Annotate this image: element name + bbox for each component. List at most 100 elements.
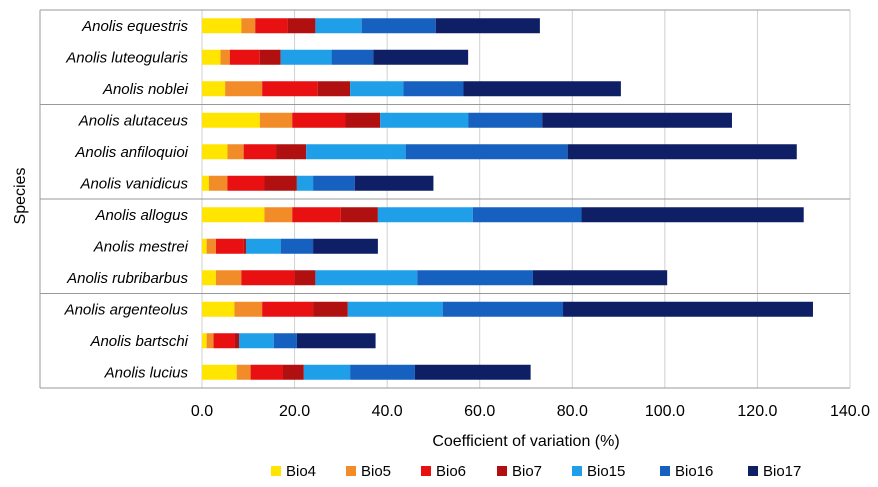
bar-segment-bio7 bbox=[317, 81, 351, 97]
bar-segment-bio5 bbox=[227, 144, 244, 160]
bar-segment-bio5 bbox=[225, 81, 263, 97]
legend-label-bio5: Bio5 bbox=[361, 463, 391, 480]
bar-segment-bio15 bbox=[380, 112, 469, 128]
bar-segment-bio17 bbox=[532, 270, 668, 286]
bar-segment-bio16 bbox=[280, 238, 314, 254]
species-label: Anolis noblei bbox=[102, 81, 189, 98]
bar-segment-bio7 bbox=[283, 364, 304, 380]
legend-swatch-bio7 bbox=[497, 466, 507, 476]
bar-segment-bio17 bbox=[567, 144, 797, 160]
y-axis-title: Species bbox=[12, 168, 29, 225]
bar-segment-bio16 bbox=[273, 333, 297, 349]
bar-segment-bio15 bbox=[306, 144, 406, 160]
species-label: Anolis alutaceus bbox=[78, 112, 189, 129]
bar-segment-bio4 bbox=[202, 144, 228, 160]
bar-segment-bio17 bbox=[435, 18, 540, 34]
bar-segment-bio5 bbox=[234, 301, 263, 317]
bar-segment-bio15 bbox=[377, 207, 473, 223]
bar-segment-bio15 bbox=[315, 18, 362, 34]
bar-segment-bio7 bbox=[234, 333, 240, 349]
x-tick-label: 140.0 bbox=[830, 403, 870, 420]
legend-label-bio15: Bio15 bbox=[587, 463, 625, 480]
species-label: Anolis argenteolus bbox=[64, 301, 189, 318]
bar-segment-bio17 bbox=[373, 49, 469, 65]
bar-segment-bio6 bbox=[292, 112, 346, 128]
legend-swatch-bio4 bbox=[271, 466, 281, 476]
bar-segment-bio15 bbox=[239, 333, 274, 349]
bar-segment-bio4 bbox=[202, 81, 226, 97]
bar-segment-bio6 bbox=[227, 175, 265, 191]
bar-segment-bio16 bbox=[350, 364, 415, 380]
bar-segment-bio4 bbox=[202, 207, 265, 223]
bar-segment-bio6 bbox=[241, 270, 295, 286]
bar-segment-bio4 bbox=[202, 270, 216, 286]
legend-swatch-bio6 bbox=[421, 466, 431, 476]
species-label: Anolis allogus bbox=[94, 207, 188, 224]
bar-segment-bio5 bbox=[220, 49, 230, 65]
bar-segment-bio17 bbox=[581, 207, 804, 223]
bar-segment-bio16 bbox=[331, 49, 374, 65]
bar-segment-bio6 bbox=[255, 18, 288, 34]
legend-swatch-bio16 bbox=[660, 466, 670, 476]
bar-segment-bio6 bbox=[213, 333, 235, 349]
bar-segment-bio15 bbox=[303, 364, 351, 380]
species-label: Anolis rubribarbus bbox=[66, 270, 188, 287]
bar-segment-bio17 bbox=[542, 112, 732, 128]
bar-segment-bio7 bbox=[259, 49, 281, 65]
legend-label-bio7: Bio7 bbox=[512, 463, 542, 480]
bar-segment-bio15 bbox=[347, 301, 443, 317]
species-labels: Anolis equestris Anolis luteogularis Anoli… bbox=[64, 18, 189, 382]
bar-segment-bio15 bbox=[280, 49, 332, 65]
species-label: Anolis mestrei bbox=[93, 238, 189, 255]
bar-segment-bio4 bbox=[202, 301, 235, 317]
x-tick-label: 120.0 bbox=[737, 403, 777, 420]
species-label: Anolis vanidicus bbox=[79, 175, 188, 192]
group-separators bbox=[39, 9, 850, 389]
bar-segment-bio7 bbox=[276, 144, 307, 160]
bar-segment-bio17 bbox=[414, 364, 531, 380]
bar-segment-bio6 bbox=[262, 301, 314, 317]
legend: Bio4 Bio5 Bio6 Bio7 Bio15 Bio16 Bio17 bbox=[271, 463, 801, 480]
x-tick-label: 0.0 bbox=[191, 403, 213, 420]
bar-segment-bio6 bbox=[250, 364, 283, 380]
bar-segment-bio16 bbox=[442, 301, 564, 317]
legend-label-bio4: Bio4 bbox=[286, 463, 316, 480]
bar-segment-bio7 bbox=[345, 112, 381, 128]
bar-segment-bio15 bbox=[350, 81, 404, 97]
bar-segment-bio15 bbox=[245, 238, 281, 254]
bar-segment-bio5 bbox=[259, 112, 293, 128]
x-tick-label: 60.0 bbox=[464, 403, 495, 420]
bar-segment-bio6 bbox=[229, 49, 260, 65]
bar-segment-bio7 bbox=[243, 238, 246, 254]
x-tick-label: 40.0 bbox=[372, 403, 403, 420]
legend-label-bio16: Bio16 bbox=[675, 463, 713, 480]
bar-segment-bio17 bbox=[313, 238, 378, 254]
bar-segment-bio16 bbox=[313, 175, 355, 191]
bar-segment-bio16 bbox=[472, 207, 582, 223]
bar-segment-bio5 bbox=[208, 175, 228, 191]
bar-segment-bio4 bbox=[202, 333, 207, 349]
bar-segment-bio5 bbox=[241, 18, 256, 34]
bar-segment-bio7 bbox=[340, 207, 378, 223]
bar-segment-bio5 bbox=[215, 270, 242, 286]
bar-segment-bio16 bbox=[417, 270, 533, 286]
bar-segment-bio16 bbox=[405, 144, 568, 160]
bar-segment-bio16 bbox=[468, 112, 543, 128]
bar-segment-bio5 bbox=[206, 333, 214, 349]
bar-segment-bio6 bbox=[243, 144, 277, 160]
bar-segment-bio4 bbox=[202, 18, 242, 34]
x-tick-label: 100.0 bbox=[645, 403, 685, 420]
bar-segment-bio5 bbox=[206, 238, 216, 254]
x-tick-label: 80.0 bbox=[557, 403, 588, 420]
bar-segment-bio16 bbox=[361, 18, 436, 34]
bar-segment-bio17 bbox=[463, 81, 621, 97]
x-axis-title: Coefficient of variation (%) bbox=[432, 433, 619, 450]
bar-segment-bio17 bbox=[296, 333, 376, 349]
bar-segment-bio6 bbox=[262, 81, 318, 97]
bar-segment-bio5 bbox=[264, 207, 293, 223]
bar-segment-bio4 bbox=[202, 49, 221, 65]
legend-label-bio6: Bio6 bbox=[436, 463, 466, 480]
bar-segment-bio17 bbox=[563, 301, 813, 317]
bar-segment-bio7 bbox=[264, 175, 297, 191]
